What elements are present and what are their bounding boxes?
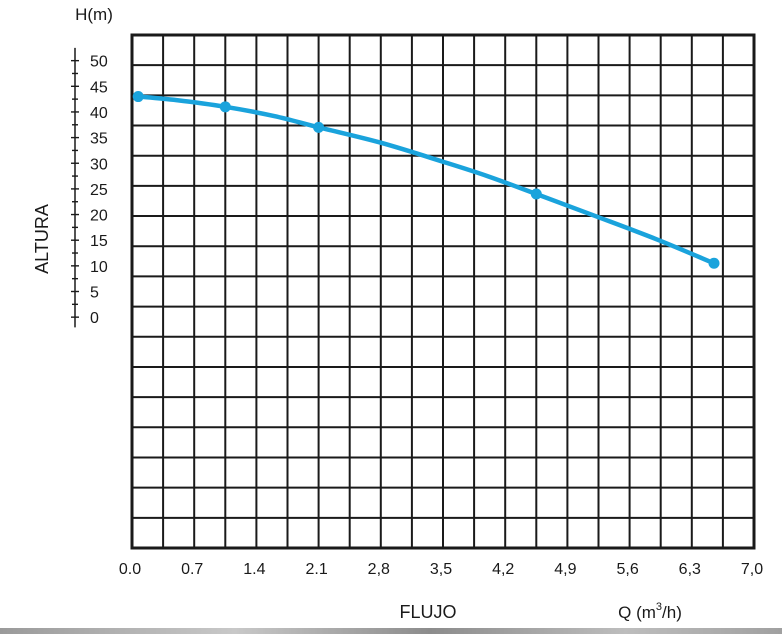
x-tick-label: 0.7 xyxy=(181,561,203,578)
x-tick-label: 0.0 xyxy=(119,561,141,578)
chart-grid xyxy=(132,35,754,548)
y-tick-label: 5 xyxy=(90,285,99,302)
bottom-edge-strip xyxy=(0,628,782,634)
x-tick-label: 4,2 xyxy=(492,561,514,578)
x-tick-label: 5,6 xyxy=(616,561,638,578)
data-point-marker xyxy=(219,101,231,113)
y-unit-label: H(m) xyxy=(75,5,113,24)
x-unit-suffix: /h) xyxy=(662,603,682,622)
x-tick-label: 1.4 xyxy=(243,561,265,578)
y-tick-label: 35 xyxy=(90,131,108,148)
x-unit-label: Q (m3/h) xyxy=(618,601,682,622)
x-tick-label: 6,3 xyxy=(679,561,701,578)
x-tick-label: 7,0 xyxy=(741,561,763,578)
y-tick-label: 10 xyxy=(90,259,108,276)
y-tick-label: 50 xyxy=(90,54,108,71)
data-point-marker xyxy=(530,188,542,200)
y-axis-title: ALTURA xyxy=(32,204,52,274)
x-axis-title: FLUJO xyxy=(399,602,456,622)
series-layer xyxy=(132,91,720,269)
x-tick-label: 2,8 xyxy=(368,561,390,578)
data-point-marker xyxy=(132,91,144,103)
y-tick-label: 30 xyxy=(90,156,108,173)
y-tick-label: 0 xyxy=(90,310,99,327)
data-point-marker xyxy=(313,121,325,133)
x-unit-superscript: 3 xyxy=(656,601,662,613)
x-axis-tick-labels: 0.0 0.7 1.4 2.1 2,8 3,5 4,2 4,9 5,6 6,3 7,0 xyxy=(119,561,763,578)
x-unit-prefix: Q (m xyxy=(618,603,656,622)
y-tick-label: 45 xyxy=(90,79,108,96)
y-tick-label: 15 xyxy=(90,233,108,250)
y-tick-label: 20 xyxy=(90,208,108,225)
x-tick-label: 3,5 xyxy=(430,561,452,578)
y-axis: 0 5 10 15 20 25 30 35 40 45 50 xyxy=(71,47,108,328)
x-tick-label: 2.1 xyxy=(305,561,327,578)
y-tick-label: 40 xyxy=(90,105,108,122)
plot-frame xyxy=(130,33,756,550)
data-point-marker xyxy=(708,257,720,269)
y-tick-label: 25 xyxy=(90,182,108,199)
x-tick-label: 4,9 xyxy=(554,561,576,578)
